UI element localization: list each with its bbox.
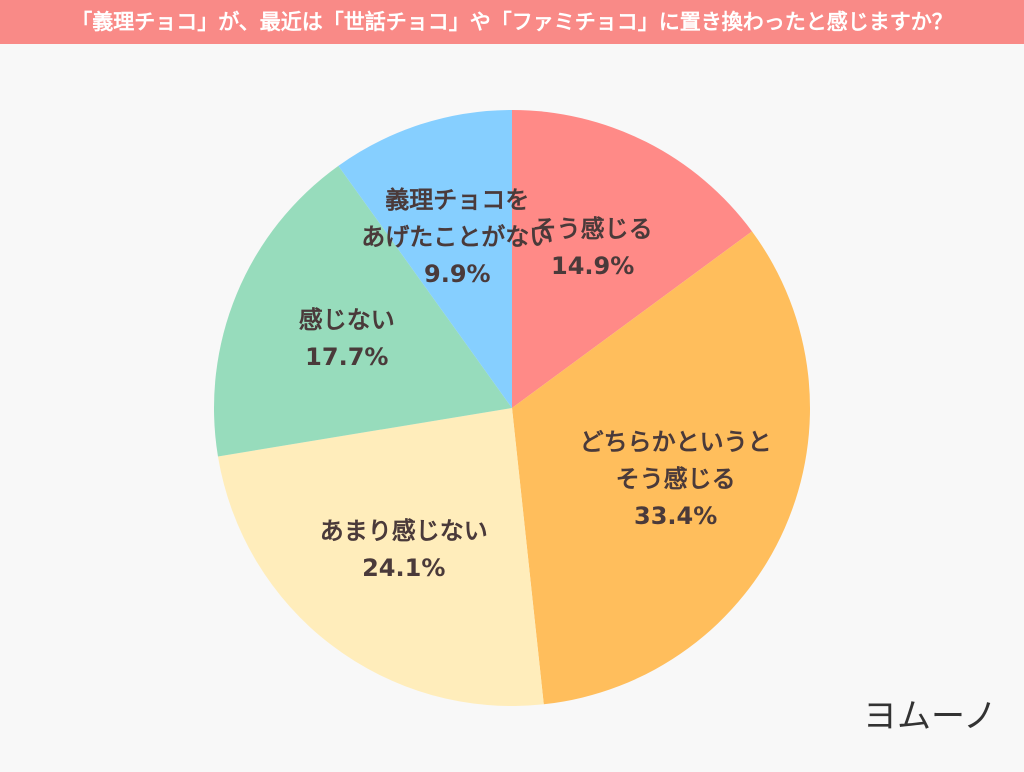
chart-title: 「義理チョコ」が、最近は「世話チョコ」や「ファミチョコ」に置き換わったと感じます… — [71, 10, 953, 34]
slice-label: そう感じる — [533, 215, 653, 243]
pie-slice — [512, 231, 810, 705]
pie-slice — [217, 408, 544, 706]
slice-label: あまり感じない — [320, 517, 488, 545]
slice-label: そう感じる — [616, 465, 736, 493]
value-label: 17.7% — [305, 343, 388, 371]
slice-label: 感じない — [299, 306, 395, 334]
value-label: 24.1% — [362, 554, 445, 582]
slice-label: どちらかというと — [580, 428, 772, 456]
pie-slice — [338, 110, 512, 408]
value-label: 9.9% — [424, 260, 491, 288]
slice-label: あげたことがない — [361, 223, 553, 251]
title-banner — [0, 0, 1024, 44]
slice-label: 義理チョコを — [385, 186, 529, 214]
pie-slice — [512, 110, 752, 408]
value-label: 14.9% — [551, 252, 634, 280]
logo: ヨムーノ — [863, 697, 997, 737]
pie-slice — [214, 165, 512, 457]
value-label: 33.4% — [634, 502, 717, 530]
